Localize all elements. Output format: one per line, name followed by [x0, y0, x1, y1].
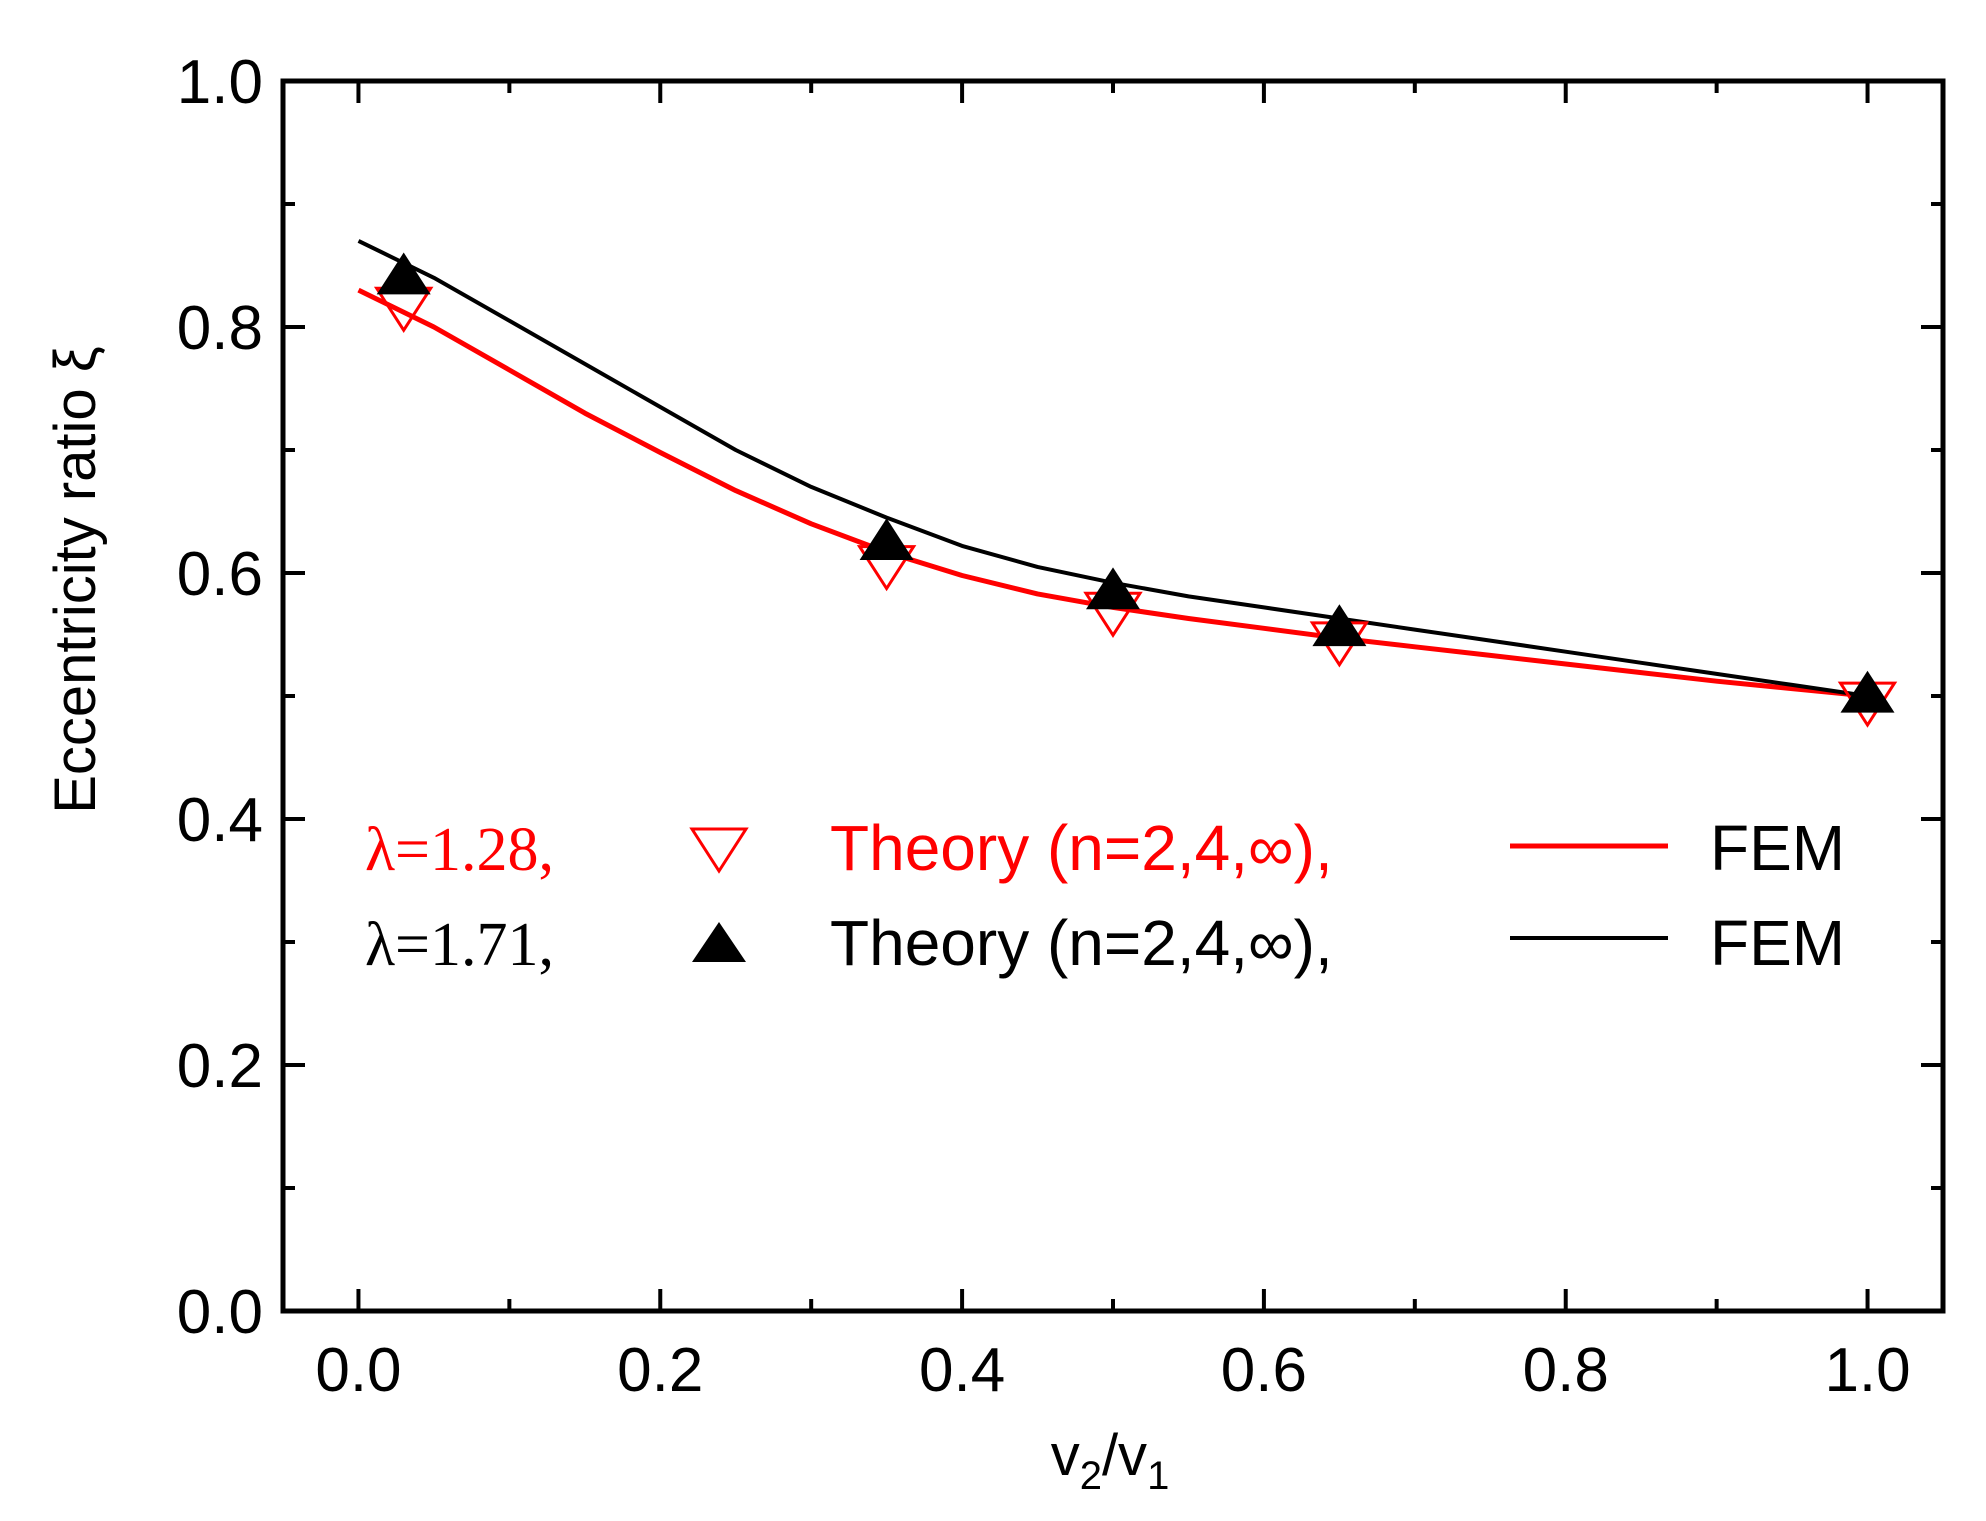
data-point-triangle-up-filled [1312, 604, 1367, 647]
legend-fem-2: FEM [1710, 907, 1845, 979]
legend-lambda-2: λ=1.71, [365, 911, 554, 979]
x-axis-title: v2/v1 [1051, 1423, 1170, 1498]
legend-marker-triangle-up-filled [692, 922, 746, 962]
y-tick-labels: 0.0 0.2 0.4 0.6 0.8 1.0 [177, 48, 263, 1347]
x-tick-label: 0.8 [1523, 1336, 1609, 1405]
y-tick-label: 0.6 [177, 540, 263, 609]
data-point-triangle-up-filled [376, 252, 431, 295]
y-tick-label: 0.8 [177, 294, 263, 363]
legend: λ=1.28, Theory (n=2,4,∞), FEM λ=1.71, Th… [365, 812, 1845, 979]
x-tick-label: 0.6 [1221, 1336, 1307, 1405]
x-tick-label: 0.0 [315, 1336, 401, 1405]
legend-row-2: λ=1.71, Theory (n=2,4,∞), FEM [365, 907, 1845, 979]
data-point-triangle-up-filled [859, 518, 914, 560]
legend-lambda-1: λ=1.28, [365, 816, 554, 884]
x-tick-labels: 0.0 0.2 0.4 0.6 0.8 1.0 [315, 1336, 1910, 1405]
legend-theory-1: Theory (n=2,4,∞), [830, 812, 1333, 884]
y-tick-label: 0.4 [177, 786, 263, 855]
x-tick-label: 0.4 [919, 1336, 1005, 1405]
data-point-triangle-up-filled [1086, 567, 1140, 610]
plot-frame [280, 78, 1946, 1314]
y-tick-label: 0.2 [177, 1032, 263, 1101]
data-point-triangle-up-filled [1840, 670, 1895, 713]
x-tick-label: 0.2 [617, 1336, 703, 1405]
x-tick-label: 1.0 [1824, 1336, 1910, 1405]
legend-theory-2: Theory (n=2,4,∞), [830, 907, 1333, 979]
legend-row-1: λ=1.28, Theory (n=2,4,∞), FEM [365, 812, 1845, 884]
legend-marker-triangle-down-open [689, 827, 749, 874]
series-lines [357, 239, 1868, 699]
series-markers [373, 252, 1898, 728]
y-tick-label: 1.0 [177, 48, 263, 117]
y-axis-title: Eccentricity ratio ξ [43, 346, 108, 814]
series-line-1 [357, 239, 1868, 698]
y-tick-label: 0.0 [177, 1278, 263, 1347]
legend-fem-1: FEM [1710, 812, 1845, 884]
axis-ticks [283, 79, 1943, 1313]
